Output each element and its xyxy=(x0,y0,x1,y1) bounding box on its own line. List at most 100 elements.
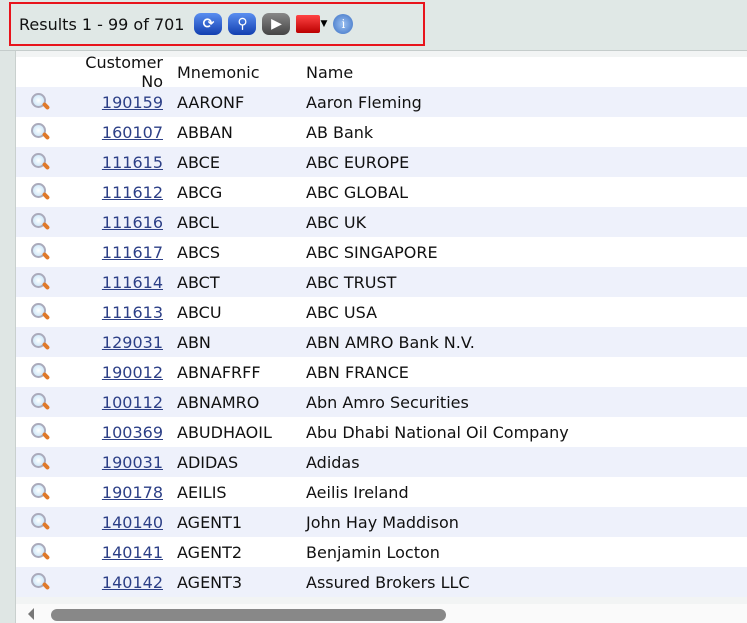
mnemonic-cell: AGENT1 xyxy=(177,512,243,532)
mnemonic-cell: ABNAMRO xyxy=(177,392,260,412)
table-row: 140141 AGENT2 Benjamin Locton xyxy=(16,537,747,567)
view-magnifier-icon[interactable] xyxy=(30,422,51,442)
mnemonic-cell: ABCT xyxy=(177,272,220,292)
mnemonic-cell: AGENT2 xyxy=(177,542,243,562)
name-cell: Assured Brokers LLC xyxy=(306,572,470,592)
view-magnifier-icon[interactable] xyxy=(30,182,51,202)
customer-no-link[interactable]: 111612 xyxy=(101,182,163,202)
view-magnifier-icon[interactable] xyxy=(30,512,51,532)
mnemonic-cell: AEILIS xyxy=(177,482,227,502)
mnemonic-cell: ABBAN xyxy=(177,122,233,142)
mnemonic-cell: AARONF xyxy=(177,92,245,112)
left-border xyxy=(0,0,16,623)
results-grid: Customer No Mnemonic Name 190159 AARONF … xyxy=(16,53,747,597)
table-row: 111615 ABCE ABC EUROPE xyxy=(16,147,747,177)
refresh-icon[interactable]: ⟳ xyxy=(194,13,223,35)
customer-no-link[interactable]: 190031 xyxy=(101,452,163,472)
mnemonic-cell: ABNAFRFF xyxy=(177,362,261,382)
customer-no-link[interactable]: 160107 xyxy=(101,122,163,142)
name-cell: ABC SINGAPORE xyxy=(306,242,438,262)
toolbox-icon[interactable] xyxy=(296,15,321,33)
table-row: 111616 ABCL ABC UK xyxy=(16,207,747,237)
view-magnifier-icon[interactable] xyxy=(30,572,51,592)
info-icon[interactable]: i xyxy=(333,14,354,34)
view-magnifier-icon[interactable] xyxy=(30,92,51,112)
name-cell: Aaron Fleming xyxy=(306,92,422,112)
scrollbar-thumb[interactable] xyxy=(51,609,446,621)
view-magnifier-icon[interactable] xyxy=(30,242,51,262)
customer-no-link[interactable]: 190012 xyxy=(101,362,163,382)
table-row: 190159 AARONF Aaron Fleming xyxy=(16,87,747,117)
name-cell: ABC UK xyxy=(306,212,367,232)
mnemonic-cell: AGENT3 xyxy=(177,572,243,592)
column-header-name[interactable]: Name xyxy=(306,62,354,82)
customer-no-link[interactable]: 111616 xyxy=(101,212,163,232)
name-cell: Benjamin Locton xyxy=(306,542,440,562)
mnemonic-cell: ADIDAS xyxy=(177,452,239,472)
table-row: 190031 ADIDAS Adidas xyxy=(16,447,747,477)
view-magnifier-icon[interactable] xyxy=(30,152,51,172)
mnemonic-cell: ABUDHAOIL xyxy=(177,422,272,442)
mnemonic-cell: ABN xyxy=(177,332,211,352)
table-row: 160107 ABBAN AB Bank xyxy=(16,117,747,147)
customer-no-link[interactable]: 190178 xyxy=(101,482,163,502)
view-magnifier-icon[interactable] xyxy=(30,272,51,292)
chevron-down-icon[interactable]: ▼ xyxy=(320,19,328,29)
customer-no-link[interactable]: 140140 xyxy=(101,512,163,532)
name-cell: ABN FRANCE xyxy=(306,362,409,382)
name-cell: Adidas xyxy=(306,452,360,472)
table-row: 100112 ABNAMRO Abn Amro Securities xyxy=(16,387,747,417)
view-magnifier-icon[interactable] xyxy=(30,302,51,322)
name-cell: ABC USA xyxy=(306,302,378,322)
view-magnifier-icon[interactable] xyxy=(30,482,51,502)
view-magnifier-icon[interactable] xyxy=(30,332,51,352)
table-row: 129031 ABN ABN AMRO Bank N.V. xyxy=(16,327,747,357)
view-magnifier-icon[interactable] xyxy=(30,122,51,142)
mnemonic-cell: ABCE xyxy=(177,152,220,172)
customer-no-link[interactable]: 129031 xyxy=(101,332,163,352)
name-cell: Abu Dhabi National Oil Company xyxy=(306,422,569,442)
header-row: Customer No Mnemonic Name xyxy=(16,53,747,91)
customer-no-link[interactable]: 190159 xyxy=(101,92,163,112)
view-magnifier-icon[interactable] xyxy=(30,362,51,382)
customer-no-link[interactable]: 111617 xyxy=(101,242,163,262)
customer-no-link[interactable]: 111613 xyxy=(101,302,163,322)
customer-no-link[interactable]: 111615 xyxy=(101,152,163,172)
name-cell: Abn Amro Securities xyxy=(306,392,469,412)
mnemonic-cell: ABCL xyxy=(177,212,219,232)
mnemonic-cell: ABCS xyxy=(177,242,220,262)
name-cell: Aeilis Ireland xyxy=(306,482,409,502)
table-row: 111614 ABCT ABC TRUST xyxy=(16,267,747,297)
customer-no-link[interactable]: 100369 xyxy=(101,422,163,442)
mnemonic-cell: ABCG xyxy=(177,182,223,202)
name-cell: ABC EUROPE xyxy=(306,152,410,172)
table-row: 190178 AEILIS Aeilis Ireland xyxy=(16,477,747,507)
table-row: 140140 AGENT1 John Hay Maddison xyxy=(16,507,747,537)
customer-no-link[interactable]: 140141 xyxy=(101,542,163,562)
customer-no-link[interactable]: 111614 xyxy=(101,272,163,292)
table-row: 111613 ABCU ABC USA xyxy=(16,297,747,327)
column-header-customer-no[interactable]: Customer No xyxy=(85,53,163,91)
results-count: Results 1 - 99 of 701 xyxy=(19,14,185,34)
view-magnifier-icon[interactable] xyxy=(30,542,51,562)
name-cell: ABC TRUST xyxy=(306,272,397,292)
column-header-mnemonic[interactable]: Mnemonic xyxy=(177,62,260,82)
table-row: 190012 ABNAFRFF ABN FRANCE xyxy=(16,357,747,387)
view-magnifier-icon[interactable] xyxy=(30,392,51,412)
view-magnifier-icon[interactable] xyxy=(30,452,51,472)
customer-no-link[interactable]: 100112 xyxy=(101,392,163,412)
name-cell: John Hay Maddison xyxy=(306,512,459,532)
customer-no-link[interactable]: 140142 xyxy=(101,572,163,592)
name-cell: ABC GLOBAL xyxy=(306,182,409,202)
table-row: 111612 ABCG ABC GLOBAL xyxy=(16,177,747,207)
scroll-left-icon[interactable] xyxy=(28,608,34,620)
results-toolbar: Results 1 - 99 of 701 ⟳ ⚲ ▶ ▼ i xyxy=(9,2,425,46)
search-icon[interactable]: ⚲ xyxy=(228,13,257,35)
view-magnifier-icon[interactable] xyxy=(30,212,51,232)
horizontal-scrollbar[interactable] xyxy=(16,604,747,623)
play-icon[interactable]: ▶ xyxy=(262,13,291,35)
table-row: 111617 ABCS ABC SINGAPORE xyxy=(16,237,747,267)
table-row: 140142 AGENT3 Assured Brokers LLC xyxy=(16,567,747,597)
mnemonic-cell: ABCU xyxy=(177,302,222,322)
name-cell: ABN AMRO Bank N.V. xyxy=(306,332,475,352)
